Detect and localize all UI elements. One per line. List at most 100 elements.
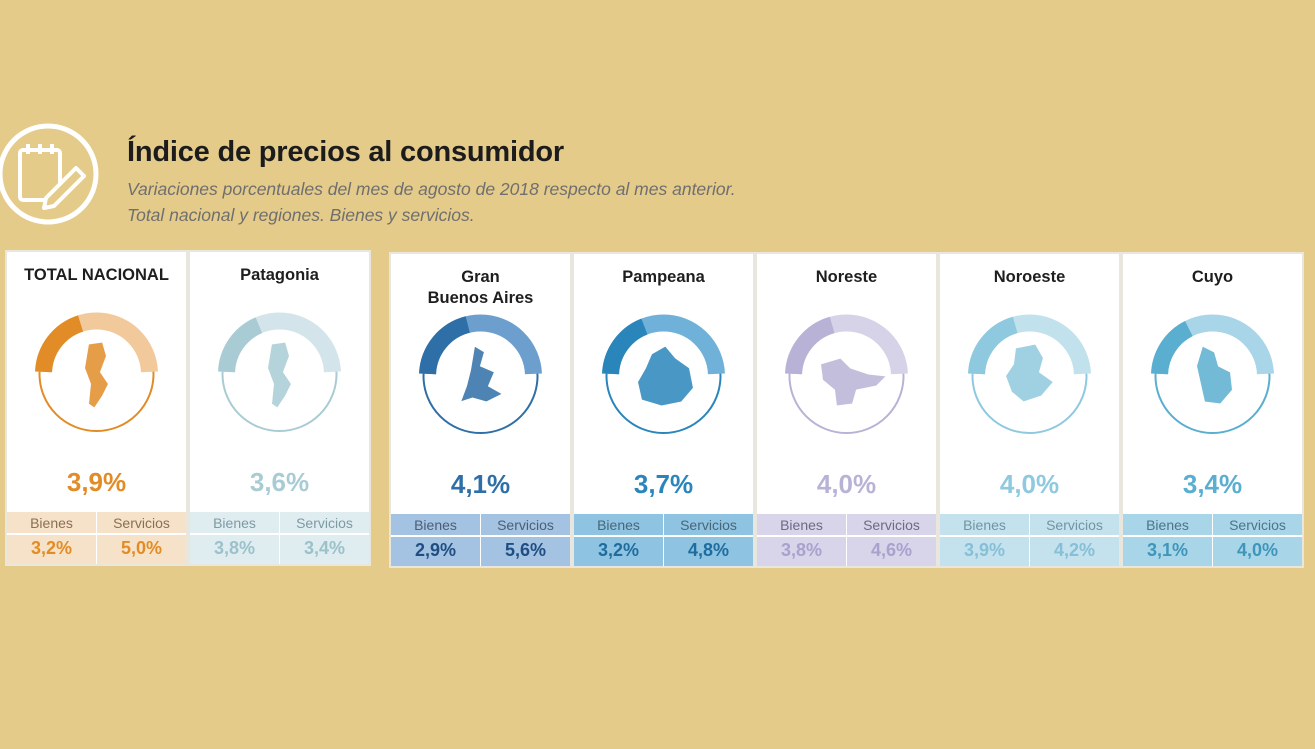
bienes-label: Bienes — [1146, 517, 1189, 533]
region-name: Patagonia — [240, 266, 319, 284]
gauge-chart — [968, 314, 1091, 434]
breakdown-values: 3,2% 5,0% — [7, 534, 186, 564]
gauge-chart — [419, 314, 542, 434]
servicios-value: 5,6% — [480, 536, 570, 566]
bienes-label: Bienes — [780, 517, 823, 533]
gauge-value-arc — [602, 318, 648, 375]
breakdown-divider — [391, 535, 570, 537]
servicios-value: 3,4% — [279, 534, 369, 564]
region-total-value: 3,4% — [1182, 469, 1243, 499]
gauge-value-arc — [1151, 320, 1193, 375]
region-card-top: Pampeana 3,7% — [574, 254, 753, 514]
breakdown-divider — [574, 535, 753, 537]
breakdown-values: 3,1% 4,0% — [1123, 536, 1302, 566]
region-card: Pampeana 3,7% Bienes Servicios 3,2% 4,8% — [574, 254, 753, 566]
subtitle-line-1: Variaciones porcentuales del mes de agos… — [127, 179, 736, 199]
region-total-value: 3,7% — [633, 469, 694, 499]
servicios-value: 4,8% — [663, 536, 753, 566]
breakdown-labels: Bienes Servicios — [391, 514, 570, 535]
region-name: Noroeste — [993, 268, 1066, 286]
servicios-value: 4,0% — [1212, 536, 1302, 566]
bienes-label: Bienes — [597, 517, 640, 533]
region-map-icon — [459, 345, 504, 403]
region-card-top: Noroeste 4,0% — [940, 254, 1119, 514]
region-card-top: Cuyo 3,4% — [1123, 254, 1302, 514]
region-name: TOTAL NACIONAL — [24, 266, 169, 284]
breakdown-divider — [190, 533, 369, 535]
bienes-label: Bienes — [963, 517, 1006, 533]
regions-group: Gran Buenos Aires 4,1% Bienes Servicios 2,9%… — [389, 252, 1304, 568]
servicios-label: Servicios — [1029, 514, 1119, 535]
bienes-value: 3,9% — [963, 539, 1006, 560]
subtitle-line-2: Total nacional y regiones. Bienes y serv… — [127, 205, 475, 225]
gauge-chart — [785, 314, 908, 434]
region-name: Cuyo — [1191, 268, 1234, 286]
region-map-icon — [636, 345, 695, 407]
breakdown-labels: Bienes Servicios — [940, 514, 1119, 535]
breakdown-labels: Bienes Servicios — [7, 512, 186, 533]
servicios-label: Servicios — [279, 512, 369, 533]
servicios-label: Servicios — [480, 514, 570, 535]
region-name: Gran Buenos Aires — [427, 268, 534, 307]
national-group: TOTAL NACIONAL 3,9% Bienes Servicios 3,2% 5,0… — [5, 250, 371, 566]
page-title: Índice de precios al consumidor — [127, 136, 564, 168]
breakdown-band: Bienes Servicios 3,8% 4,6% — [757, 514, 936, 566]
gauge-chart — [602, 314, 725, 434]
servicios-label: Servicios — [1212, 514, 1302, 535]
gauge-value-arc — [968, 316, 1018, 375]
page-subtitle: Variaciones porcentuales del mes de agos… — [127, 176, 736, 228]
breakdown-band: Bienes Servicios 3,8% 3,4% — [190, 512, 369, 564]
breakdown-labels: Bienes Servicios — [190, 512, 369, 533]
breakdown-values: 3,9% 4,2% — [940, 536, 1119, 566]
region-card: Noroeste 4,0% Bienes Servicios 3,9% 4,2% — [940, 254, 1119, 566]
gauge-chart — [1151, 314, 1274, 434]
region-name: Noreste — [815, 268, 878, 286]
bienes-value: 2,9% — [414, 539, 457, 560]
region-total-value: 4,1% — [450, 469, 511, 499]
bienes-label: Bienes — [30, 515, 73, 531]
servicios-value: 4,2% — [1029, 536, 1119, 566]
breakdown-labels: Bienes Servicios — [574, 514, 753, 535]
bienes-value: 3,8% — [780, 539, 823, 560]
gauge-value-arc — [35, 315, 84, 373]
gauge-value-arc — [218, 317, 263, 373]
region-total-value: 3,6% — [249, 467, 310, 497]
bienes-value: 3,2% — [30, 537, 73, 558]
region-card: Gran Buenos Aires 4,1% Bienes Servicios 2,9%… — [391, 254, 570, 566]
breakdown-band: Bienes Servicios 3,9% 4,2% — [940, 514, 1119, 566]
breakdown-values: 3,8% 4,6% — [757, 536, 936, 566]
gauge-chart — [218, 312, 341, 432]
region-map-icon — [819, 357, 888, 407]
region-card: Cuyo 3,4% Bienes Servicios 3,1% 4,0% — [1123, 254, 1302, 566]
breakdown-labels: Bienes Servicios — [1123, 514, 1302, 535]
bienes-label: Bienes — [414, 517, 457, 533]
region-map-icon — [1004, 343, 1055, 403]
breakdown-band: Bienes Servicios 3,2% 5,0% — [7, 512, 186, 564]
breakdown-divider — [1123, 535, 1302, 537]
region-total-value: 4,0% — [999, 469, 1060, 499]
breakdown-band: Bienes Servicios 3,2% 4,8% — [574, 514, 753, 566]
region-card-top: Noreste 4,0% — [757, 254, 936, 514]
bienes-value: 3,1% — [1146, 539, 1189, 560]
servicios-value: 4,6% — [846, 536, 936, 566]
region-card: TOTAL NACIONAL 3,9% Bienes Servicios 3,2% 5,0… — [7, 252, 186, 564]
bienes-value: 3,2% — [597, 539, 640, 560]
gauge-value-arc — [785, 316, 835, 375]
breakdown-divider — [7, 533, 186, 535]
gauge-chart — [35, 312, 158, 432]
region-card: Noreste 4,0% Bienes Servicios 3,8% 4,6% — [757, 254, 936, 566]
region-card-top: TOTAL NACIONAL 3,9% — [7, 252, 186, 512]
notepad-pencil-icon — [0, 120, 102, 228]
region-name: Pampeana — [622, 268, 705, 286]
region-map-icon — [266, 341, 293, 409]
breakdown-values: 3,2% 4,8% — [574, 536, 753, 566]
region-total-value: 3,9% — [66, 467, 127, 497]
breakdown-labels: Bienes Servicios — [757, 514, 936, 535]
region-map-icon — [83, 341, 110, 409]
region-map-icon — [1195, 345, 1234, 405]
breakdown-values: 2,9% 5,6% — [391, 536, 570, 566]
servicios-label: Servicios — [96, 512, 186, 533]
breakdown-values: 3,8% 3,4% — [190, 534, 369, 564]
gauge-value-arc — [419, 316, 471, 375]
region-card-top: Gran Buenos Aires 4,1% — [391, 254, 570, 514]
